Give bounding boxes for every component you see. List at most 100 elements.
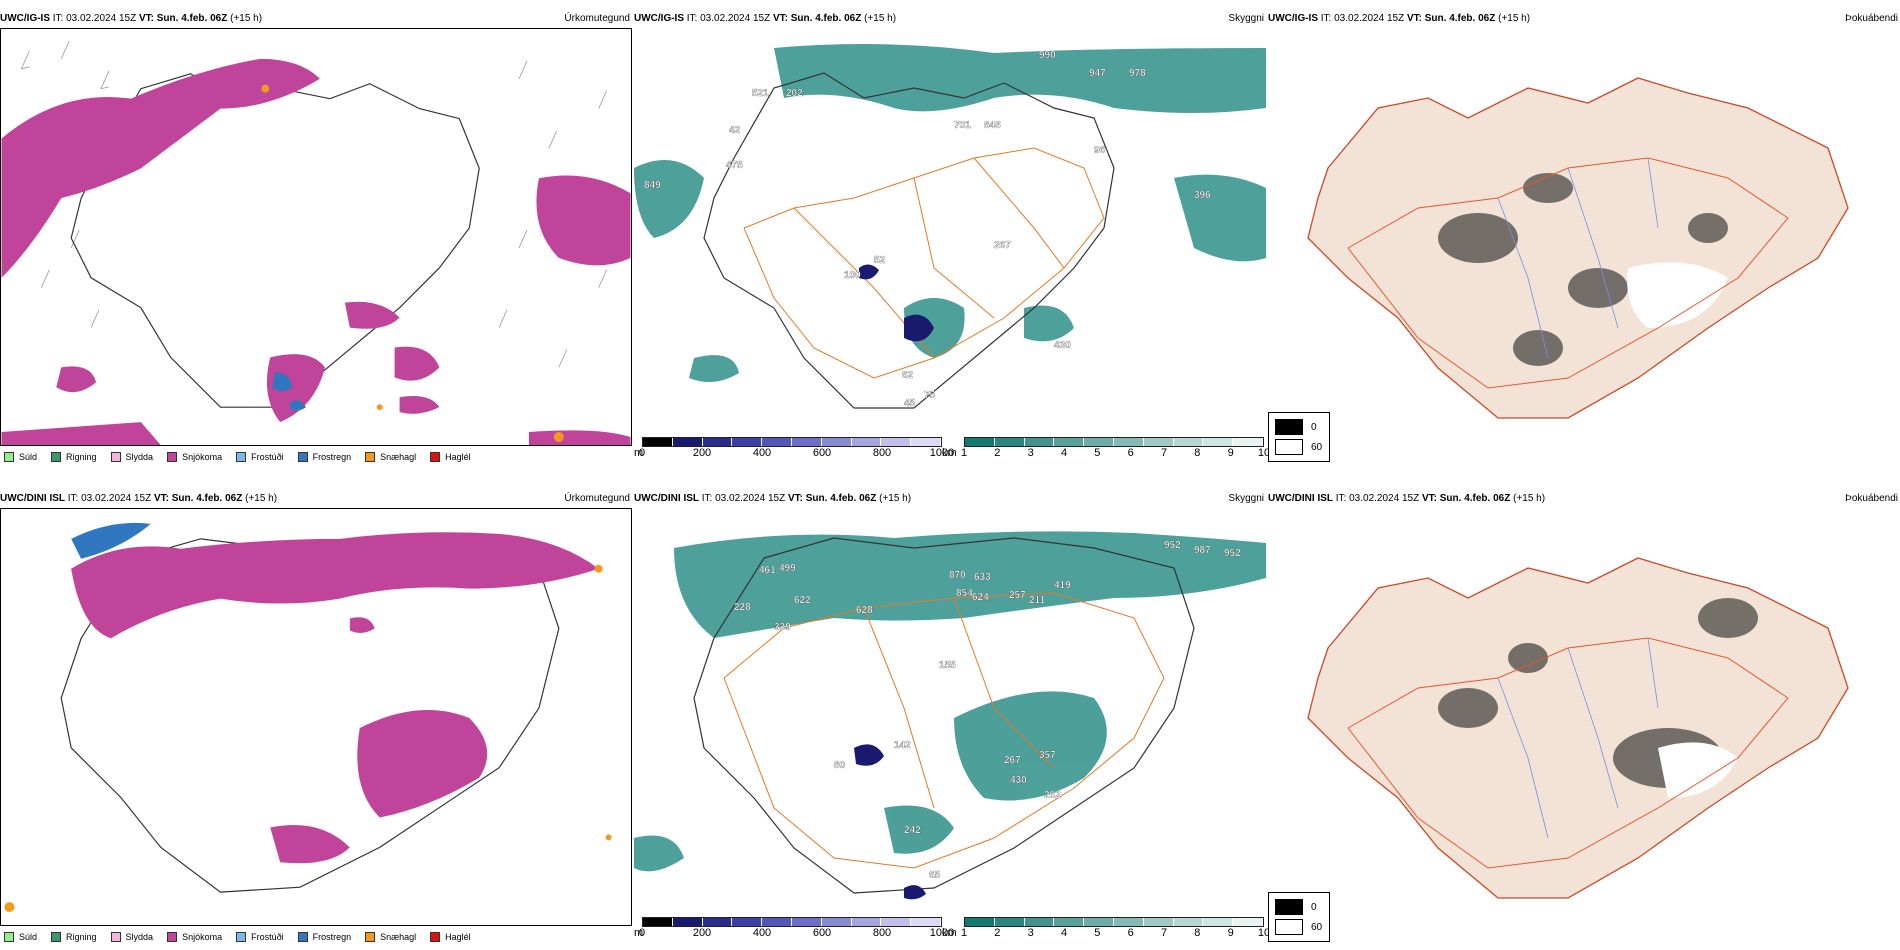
visibility-value-label: 65: [929, 870, 941, 881]
visibility-value-label: 701: [954, 120, 971, 131]
iceland-land: [1307, 557, 1849, 899]
visibility-value-label: 430: [1054, 340, 1071, 351]
visibility-value-label: 339: [774, 622, 791, 633]
visibility-value-label: 947: [1089, 68, 1106, 79]
scale-tick-label: 800: [872, 447, 892, 459]
visibility-value-label: 75: [924, 390, 936, 401]
scale-tick-label: 1000: [929, 447, 955, 459]
legend-swatch: [51, 452, 62, 462]
scale-cell: [1054, 918, 1085, 926]
legend-item: Frostúði: [236, 932, 284, 942]
scale-cell: [1024, 918, 1055, 926]
legend-item: Frostregn: [297, 452, 352, 462]
scale-tick-label: 0: [638, 927, 646, 939]
scale-tick-label: 400: [752, 927, 772, 939]
param-name: Skyggni: [1228, 13, 1264, 24]
visibility-value-label: 100: [844, 270, 861, 281]
precip-legend: Súld Rigning Slydda Snjókoma Frostúði Frostre…: [4, 927, 479, 947]
legend-swatch: [365, 452, 376, 462]
scale-cell: [821, 918, 852, 926]
scale-cell: [994, 438, 1025, 446]
cloud-visibility-map: 990 947 978 521 202 42 475 701 848 849 96 396 267 430…: [634, 28, 1266, 428]
scale-tick-label: 1: [960, 927, 968, 939]
legend-label: Rigning: [66, 932, 97, 942]
visibility-value-label: 430: [1010, 775, 1027, 786]
fog-legend: 0 60: [1268, 412, 1330, 462]
ceiling-scale: 0 200 400 600 800 1000 m: [634, 437, 954, 463]
fog-indicator-map: [1268, 28, 1900, 446]
visibility-value-label: 357: [1039, 750, 1056, 761]
scale-tick-label: 600: [812, 927, 832, 939]
scale-tick-label: 6: [1127, 447, 1134, 459]
panel-header: UWC/DINI ISL IT: 03.02.2024 15Z VT: Sun.…: [634, 490, 1266, 508]
fog-areas: [1438, 173, 1728, 366]
scale-cell: [1143, 438, 1174, 446]
scale-tick-label: 7: [1160, 927, 1168, 939]
scale-tick-label: 4: [1060, 927, 1068, 939]
legend-swatch: [297, 452, 308, 462]
visibility-value-label: 854: [956, 588, 973, 599]
legend-item: Haglél: [430, 932, 471, 942]
legend-label: Slydda: [125, 932, 154, 942]
legend-label: Súld: [19, 932, 38, 942]
visibility-value-label: 952: [1224, 548, 1241, 559]
scale-cell: [965, 918, 995, 926]
scale-cell: [911, 918, 941, 926]
legend-item: Snæhagl: [365, 452, 416, 462]
legend-label: Slydda: [125, 452, 154, 462]
visibility-labels: 990 947 978 521 202 42 475 701 848 849 96 396 267 430…: [644, 50, 1211, 409]
legend-item: Slydda: [110, 932, 154, 942]
scale-cell: [702, 438, 733, 446]
visibility-value-label: 419: [1054, 580, 1071, 591]
visibility-value-label: 155: [939, 660, 956, 671]
param-name: Úrkomutegund: [564, 13, 630, 24]
scale-tick-label: 1: [960, 447, 968, 459]
legend-label: Snæhagl: [380, 452, 417, 462]
visibility-value-label: 633: [974, 572, 991, 583]
scale-tick-label: 200: [692, 447, 712, 459]
visibility-value-label: 80: [834, 760, 846, 771]
low-ceiling-areas: [854, 744, 926, 900]
visibility-value-label: 142: [894, 740, 911, 751]
scale-cell: [1054, 438, 1085, 446]
row2-precip-panel: UWC/DINI ISL IT: 03.02.2024 15Z VT: Sun.…: [0, 490, 632, 945]
visibility-value-label: 624: [972, 592, 989, 603]
scale-cell: [1203, 438, 1234, 446]
visibility-value-label: 257: [1009, 590, 1026, 601]
visibility-value-label: 987: [1194, 545, 1211, 556]
visibility-value-label: 62: [902, 370, 914, 381]
scale-tick-label: 400: [752, 447, 772, 459]
ceiling-scale: 0 200 400 600 800 1000 m: [634, 917, 954, 943]
scale-cell: [1173, 438, 1204, 446]
scale-cell: [1084, 918, 1114, 926]
param-name: Þokuábendi: [1845, 493, 1898, 504]
roads: [743, 147, 1105, 379]
freezing-rain-areas: [71, 522, 151, 559]
scale-cell: [881, 438, 912, 446]
legend-label: Haglél: [445, 932, 471, 942]
legend-label: Frostúði: [251, 452, 284, 462]
scale-cell: [881, 918, 912, 926]
visibility-scale: 1 2 3 4 5 6 7 8 9 10 km: [942, 917, 1270, 943]
scale-cell: [821, 438, 852, 446]
precip-type-map: [0, 508, 632, 926]
legend-item: Slydda: [110, 452, 154, 462]
scale-cell: [672, 918, 703, 926]
visibility-value-label: 475: [726, 160, 743, 171]
scale-tick-label: 800: [872, 927, 892, 939]
model-name: UWC/IG-IS: [0, 13, 50, 24]
legend-label: Frostregn: [312, 452, 352, 462]
scale-cell: [791, 918, 822, 926]
visibility-value-label: 211: [1029, 595, 1046, 606]
scale-cell: [994, 918, 1025, 926]
scale-tick-label: 3: [1027, 927, 1034, 939]
legend-item: Snjókoma: [167, 932, 222, 942]
legend-label: Snæhagl: [380, 932, 417, 942]
visibility-value-label: 461: [759, 565, 776, 576]
legend-swatch: [4, 452, 14, 462]
precip-legend: Súld Rigning Slydda Snjókoma Frostúði Frostre…: [4, 447, 479, 467]
visibility-value-label: 96: [1094, 145, 1106, 156]
legend-item: Snjókoma: [167, 452, 222, 462]
visibility-value-label: 622: [794, 595, 811, 606]
scale-tick-label: 1000: [929, 927, 955, 939]
